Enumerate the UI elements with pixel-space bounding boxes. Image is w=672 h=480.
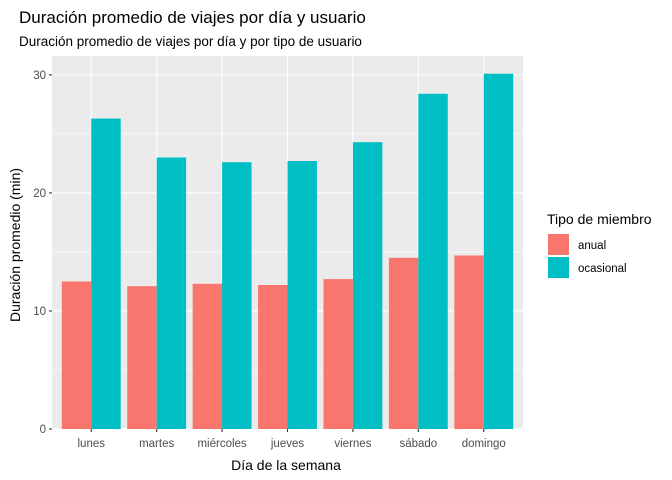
bar-anual-miércoles [192,283,223,429]
x-tick-label: lunes [78,438,106,450]
x-axis-ticks: lunes martes miércoles jueves viernes sábado d… [78,429,506,450]
bar-ocasional-jueves [287,161,317,429]
bar-anual-sábado [388,257,419,429]
bar-anual-jueves [258,284,288,429]
bar-ocasional-martes [156,157,187,429]
bar-anual-domingo [454,255,484,429]
bar-ocasional-sábado [418,93,448,429]
y-tick-label: 30 [33,70,46,82]
legend-key-anual [548,234,569,255]
y-axis-title: Duración promedio (min) [7,168,23,322]
legend: Tipo de miembro anual ocasional [547,211,652,278]
x-tick-label: jueves [270,438,304,450]
x-tick-label: viernes [334,438,371,450]
bars [61,73,514,430]
legend-key-ocasional [548,257,569,278]
legend-label-anual: anual [578,240,606,252]
x-tick-label: miércoles [197,438,246,450]
y-tick-label: 10 [33,306,46,318]
y-tick-label: 0 [40,424,46,436]
bar-ocasional-viernes [352,142,383,429]
chart-title: Duración promedio de viajes por día y us… [19,8,366,27]
bar-anual-lunes [61,281,92,429]
bar-anual-martes [127,286,157,429]
legend-title: Tipo de miembro [547,211,652,227]
y-axis-ticks: 0 10 20 30 [33,70,52,436]
x-tick-label: domingo [462,438,506,450]
x-tick-label: sábado [399,438,437,450]
x-axis-title: Día de la semana [231,457,341,473]
legend-label-ocasional: ocasional [578,263,627,275]
chart-subtitle: Duración promedio de viajes por día y po… [19,34,362,49]
bar-ocasional-lunes [91,118,121,430]
x-tick-label: martes [139,438,174,450]
bar-ocasional-domingo [483,73,514,430]
bar-anual-viernes [323,279,353,429]
y-tick-label: 20 [33,188,46,200]
bar-ocasional-miércoles [222,162,252,429]
